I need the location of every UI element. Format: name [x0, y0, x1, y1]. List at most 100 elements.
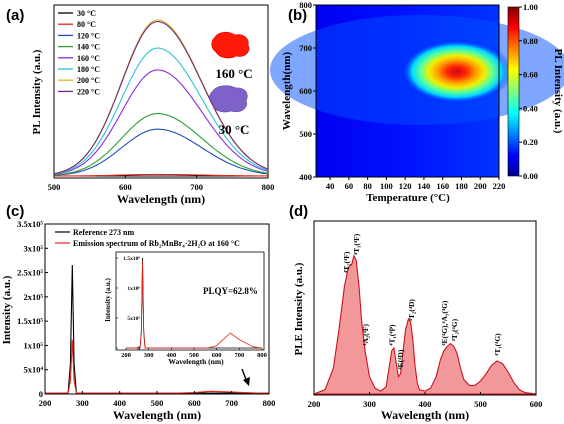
xtick-c-label: 200	[39, 398, 52, 408]
inset-ylabel: Intensity (a.u.)	[104, 277, 112, 321]
panel-a-legend: 30 °C 80 °C 120 °C 140 °C 160 °C 180 °C 200 °C…	[58, 9, 100, 96]
inset-ytick-label: 1.5x10⁶	[123, 256, 140, 262]
inset-ytick-label: 0	[137, 346, 140, 352]
inset-xtick-label: 600	[212, 352, 222, 359]
ytick-c-label: 5x10⁴	[23, 365, 43, 375]
inset-xtick-label: 700	[234, 352, 244, 359]
ytick-c-label: 1x10⁵	[23, 340, 43, 350]
term-label: ⁴E(⁴G),⁴A₁(⁴G)	[440, 300, 449, 346]
annot-160c: 160 °C	[215, 66, 252, 81]
ytick-b-label: 800	[299, 0, 312, 10]
xtick-a-label: 800	[262, 182, 275, 192]
panel-d-terms: ⁴T₂(⁴F)⁴T₁(⁴F) ⁴A₂(⁴F) ⁴T₁(⁴P) ⁴E(⁴D) ⁴T₂(⁴D…	[342, 233, 502, 369]
xtick-a-label: 600	[119, 182, 132, 192]
panel-b-yticks: 400 500 600 700 800	[299, 0, 316, 182]
panel-c-xticks: 200 300 400 500 600 700 800	[39, 391, 276, 408]
panel-b-xlabel: Temperature (°C)	[366, 192, 450, 204]
panel-d-ylabel: PLE Intensity (a.u.)	[293, 262, 305, 355]
sample-red-hot	[211, 31, 250, 59]
xtick-a-label: 700	[190, 182, 203, 192]
xtick-d-label: 600	[530, 399, 543, 409]
panel-c: (c) 200 300 400 500 600 700 800 0 5x10⁴ 1x10⁵ 1.5…	[1, 203, 275, 422]
legend-c-label-emission: Emission spectrum of Rb₂MnBr₄·2H₂O at 16…	[73, 239, 240, 248]
xtick-b-label: 140	[418, 181, 431, 191]
legend-a-label: 180 °C	[77, 65, 100, 74]
xtick-b-label: 120	[399, 181, 412, 191]
ctick-label: 0.00	[523, 171, 538, 181]
xtick-c-label: 300	[76, 398, 89, 408]
panel-c-yticks: 0 5x10⁴ 1x10⁵ 1.5x10⁵ 2x10⁵ 2.5x10⁵ 3x10⁵ 3.5x1…	[17, 219, 48, 399]
inset-emission-line	[126, 260, 263, 349]
ctick-label: 0.40	[523, 103, 538, 113]
panel-a-curves	[53, 19, 269, 177]
inset-yticks: 0 5x10⁵ 1x10⁶ 1.5x10⁶	[116, 256, 140, 352]
panel-b: (b) 40 60 80 100 120 140 160 180 200 220 400 500 60…	[270, 0, 564, 204]
series-c-emission-line	[45, 339, 270, 394]
legend-a-label: 80 °C	[77, 20, 96, 29]
inset-xlabel: Wavelength (nm)	[168, 357, 224, 366]
inset-xtick-label: 800	[257, 352, 267, 359]
panel-d: (d) ⁴T₂(⁴F)⁴T₁(⁴F)⁴A₂(⁴F) ⁴T₁(⁴P)⁴E(⁴D)⁴T…	[289, 203, 542, 422]
ytick-c-label: 0	[39, 389, 43, 399]
ytick-c-label: 2.5x10⁵	[17, 268, 43, 278]
legend-a-label: 220 °C	[77, 87, 100, 96]
xtick-c-label: 800	[263, 398, 276, 408]
ytick-c-label: 2x10⁵	[23, 292, 43, 302]
inset-frame	[115, 251, 265, 351]
ctick-label: 0.80	[523, 36, 538, 46]
inset-curves	[126, 257, 263, 349]
series-a-160c-line	[53, 69, 269, 175]
inset-xtick-label: 500	[189, 352, 199, 359]
heatmap-hotspot	[400, 39, 513, 104]
panel-a-xticks: 500 600 700 800	[48, 175, 275, 192]
xtick-b-label: 200	[474, 181, 487, 191]
xtick-b-label: 80	[363, 181, 372, 191]
ple-area	[313, 254, 537, 395]
term-label: ⁴T₂(⁴G)	[450, 318, 459, 341]
xtick-d-label: 300	[363, 399, 376, 409]
xtick-b-label: 60	[345, 181, 354, 191]
legend-a-label: 120 °C	[77, 31, 100, 40]
sample-purple-cold	[209, 85, 248, 113]
xtick-a-label: 500	[48, 182, 61, 192]
colorbar	[507, 6, 520, 177]
legend-a-label: 160 °C	[77, 54, 100, 63]
inset-xticks: 200 300 400 500 600 700 800	[121, 348, 267, 359]
xtick-c-label: 700	[225, 398, 238, 408]
colorbar-label: PL Intensity (a.u.)	[552, 49, 564, 134]
ctick-label: 0.60	[523, 70, 538, 80]
term-label: ⁴A₂(⁴F)	[361, 324, 370, 346]
legend-a-label: 140 °C	[77, 43, 100, 52]
panel-a-letter: (a)	[6, 7, 24, 24]
ytick-c-label: 1.5x10⁵	[17, 316, 43, 326]
term-label: ⁴T₁(⁴P)	[388, 324, 397, 346]
panel-d-letter: (d)	[289, 203, 308, 220]
xtick-d-label: 500	[474, 399, 487, 409]
xtick-c-label: 500	[151, 398, 164, 408]
xtick-d-label: 200	[308, 399, 321, 409]
legend-a-label: 200 °C	[77, 76, 100, 85]
inset-xtick-label: 200	[121, 352, 131, 359]
panel-c-curves	[45, 264, 270, 394]
panel-b-letter: (b)	[288, 7, 307, 24]
panel-c-letter: (c)	[6, 203, 24, 220]
panel-d-xticks: 200 300 400 500 600	[308, 392, 543, 409]
panel-d-area	[313, 254, 537, 395]
colorbar-ticks: 0.00 0.20 0.40 0.60 0.80 1.00	[519, 2, 538, 181]
xtick-b-label: 160	[436, 181, 449, 191]
ytick-b-label: 400	[299, 172, 312, 182]
panel-c-legend: Reference 273 nm Emission spectrum of Rb…	[55, 228, 240, 248]
panel-b-ylabel: Wavelength(nm)	[281, 52, 293, 131]
panel-c-ylabel: Intensity (a.u.)	[1, 275, 13, 344]
series-a-140c-line	[53, 113, 269, 176]
panel-b-xticks: 40 60 80 100 120 140 160 180 200 220	[326, 177, 505, 191]
series-a-180c-line	[53, 47, 269, 175]
ytick-b-label: 600	[299, 86, 312, 96]
panel-a: (a) 500 600 700 800 Wavelength (nm) PL Inte…	[6, 4, 275, 206]
ytick-b-label: 500	[299, 129, 312, 139]
inset-xtick-label: 300	[144, 352, 154, 359]
panel-d-xlabel: Wavelength (nm)	[381, 408, 469, 422]
panel-a-ylabel: PL Intensity (a.u.)	[31, 49, 43, 134]
series-a-80c-line	[54, 173, 268, 177]
